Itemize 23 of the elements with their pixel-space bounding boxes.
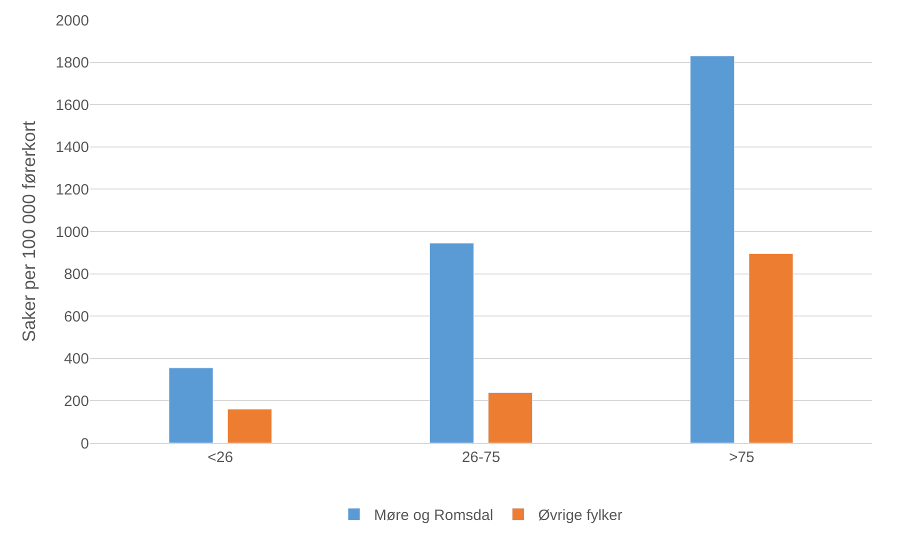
y-tick-label: 1200 (56, 181, 89, 198)
x-tick-label: >75 (728, 449, 754, 466)
y-tick-label: 1600 (56, 96, 89, 114)
legend-label: Møre og Romsdal (374, 507, 494, 524)
bar (690, 56, 735, 443)
legend-label: Øvrige fylker (538, 507, 622, 524)
y-tick-label: 400 (64, 350, 89, 368)
bar (748, 253, 794, 443)
x-tick-label: 26-75 (462, 449, 500, 466)
y-tick-label: 2000 (56, 12, 89, 30)
bar (168, 368, 214, 443)
y-tick-label: 600 (64, 308, 89, 326)
bar (227, 408, 272, 443)
x-tick-label: <26 (208, 449, 234, 466)
y-tick-label: 0 (80, 435, 89, 452)
y-tick-label: 200 (64, 392, 89, 410)
y-tick-label: 800 (64, 266, 89, 284)
y-tick-label: 1400 (56, 139, 89, 156)
y-tick-label: 1800 (56, 54, 89, 72)
bar (429, 242, 474, 443)
y-axis-title: Saker per 100 000 førerkort (18, 120, 39, 342)
bar (488, 392, 533, 443)
y-tick-label: 1000 (56, 224, 89, 241)
